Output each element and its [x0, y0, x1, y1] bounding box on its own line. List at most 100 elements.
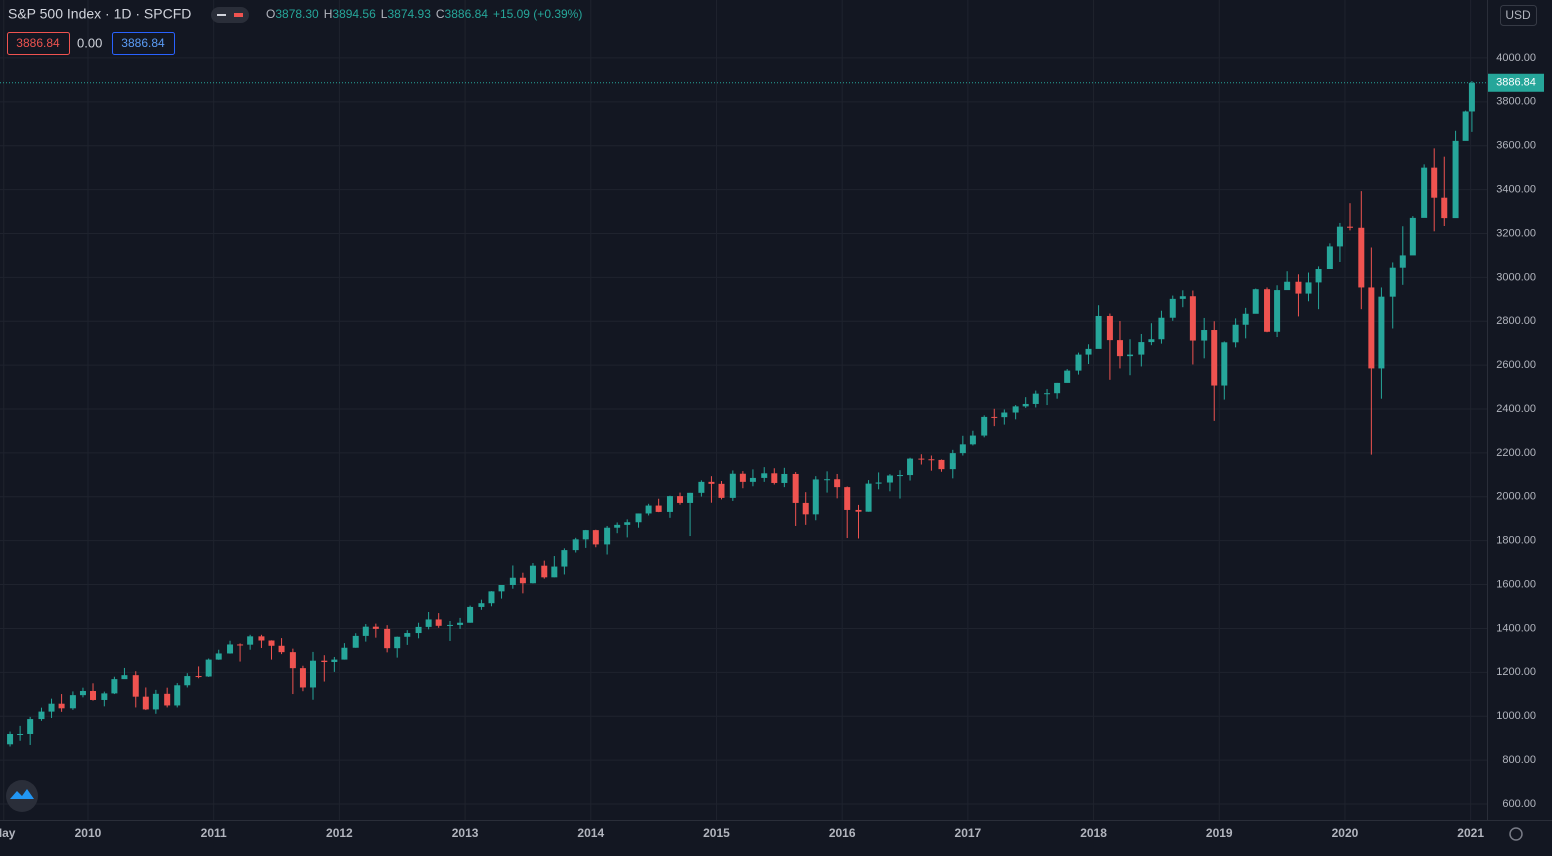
candle-body — [1252, 289, 1259, 314]
candle-body — [1305, 282, 1312, 294]
candle-body — [907, 458, 914, 476]
candle-body — [729, 473, 736, 498]
candle-body — [1085, 348, 1092, 355]
candle-body — [635, 513, 642, 523]
candle-body — [1116, 340, 1123, 357]
candle-body — [991, 416, 998, 418]
candle-body — [519, 577, 526, 584]
candle-body — [457, 622, 464, 625]
candle-body — [184, 676, 191, 686]
candle-body — [1064, 370, 1071, 383]
candle-body — [1431, 167, 1438, 198]
candle-body — [959, 444, 966, 454]
toggle[interactable] — [211, 7, 249, 23]
candle-body — [1201, 330, 1208, 341]
candle-body — [1044, 393, 1051, 395]
candle-body — [1389, 267, 1396, 297]
candle-body — [79, 690, 86, 696]
candle-body — [1336, 226, 1343, 247]
candle-body — [1378, 296, 1385, 369]
ohlc-label: C — [436, 7, 445, 21]
y-tick-label: 2600.00 — [1496, 359, 1536, 371]
candle-body — [1232, 324, 1239, 343]
x-tick-label: 2019 — [1206, 826, 1233, 840]
grid — [0, 0, 1487, 820]
candles — [7, 81, 1475, 747]
y-tick-label: 600.00 — [1502, 798, 1536, 810]
candle-body — [1106, 315, 1113, 341]
y-tick-label: 3800.00 — [1496, 96, 1536, 108]
last-price-box — [1488, 73, 1544, 92]
x-tick-label: 2013 — [452, 826, 479, 840]
candle-body — [1075, 354, 1082, 371]
candle-body — [101, 693, 108, 700]
candle-body — [1158, 317, 1165, 340]
candle-body — [195, 676, 202, 678]
candle-body — [739, 473, 746, 482]
candle-body — [824, 479, 831, 481]
ohlc-label: H — [324, 7, 333, 21]
change: +15.09 (+0.39%) — [493, 7, 582, 21]
candle-body — [1274, 290, 1281, 332]
candle-body — [498, 584, 505, 592]
candle-body — [666, 496, 673, 512]
candle-body — [69, 695, 76, 709]
candle-body — [58, 703, 65, 709]
logo-icon — [10, 789, 34, 799]
candle-body — [142, 696, 149, 710]
candle-body — [761, 473, 768, 478]
x-tick-label: 2015 — [703, 826, 730, 840]
ohlc-label: O — [266, 7, 275, 21]
indicator-value: 3886.84 — [121, 36, 165, 50]
candle-body — [1368, 287, 1375, 369]
y-tick-label: 4000.00 — [1496, 52, 1536, 64]
candle-body — [299, 668, 306, 688]
candle-body — [1346, 226, 1353, 228]
candle-body — [886, 475, 893, 483]
candle-body — [582, 530, 589, 540]
candle-body — [121, 675, 128, 680]
candle-body — [1022, 403, 1029, 407]
candle-body — [289, 652, 296, 669]
y-tick-label: 1400.00 — [1496, 622, 1536, 634]
candle-body — [624, 522, 631, 525]
candle-body — [896, 475, 903, 477]
y-tick-label: 1200.00 — [1496, 666, 1536, 678]
candle-body — [687, 492, 694, 503]
y-tick-label: 3000.00 — [1496, 271, 1536, 283]
last-price-label: 3886.84 — [1496, 77, 1536, 89]
candle-body — [541, 565, 548, 578]
candle-body — [415, 626, 422, 634]
candle-body — [446, 624, 453, 626]
x-tick-label: 2016 — [829, 826, 856, 840]
candle-body — [321, 660, 328, 663]
ohlc-value: 3874.93 — [387, 7, 431, 21]
candle-body — [1441, 197, 1448, 219]
candle-body — [875, 482, 882, 484]
candle-body — [425, 619, 432, 627]
y-tick-label: 3400.00 — [1496, 183, 1536, 195]
candle-body — [174, 685, 181, 706]
y-tick-label: 1000.00 — [1496, 710, 1536, 722]
currency-button[interactable] — [1500, 5, 1537, 26]
candle-body — [90, 690, 97, 700]
candle-body — [1326, 246, 1333, 270]
candle-body — [1032, 393, 1039, 404]
candle-body — [949, 453, 956, 470]
candle-body — [7, 733, 14, 745]
indicator-box — [112, 32, 175, 55]
candle-body — [352, 635, 359, 648]
y-tick-label: 1800.00 — [1496, 535, 1536, 547]
candle-body — [1054, 382, 1061, 394]
x-tick-label: 2020 — [1332, 826, 1359, 840]
candle-body — [1189, 296, 1196, 341]
candle-body — [247, 636, 254, 645]
candle-body — [278, 645, 285, 653]
candle-body — [215, 653, 222, 660]
candle-body — [164, 693, 171, 706]
candle-body — [1012, 406, 1019, 413]
settings-icon[interactable] — [1509, 827, 1523, 841]
candle-body — [1138, 342, 1145, 355]
